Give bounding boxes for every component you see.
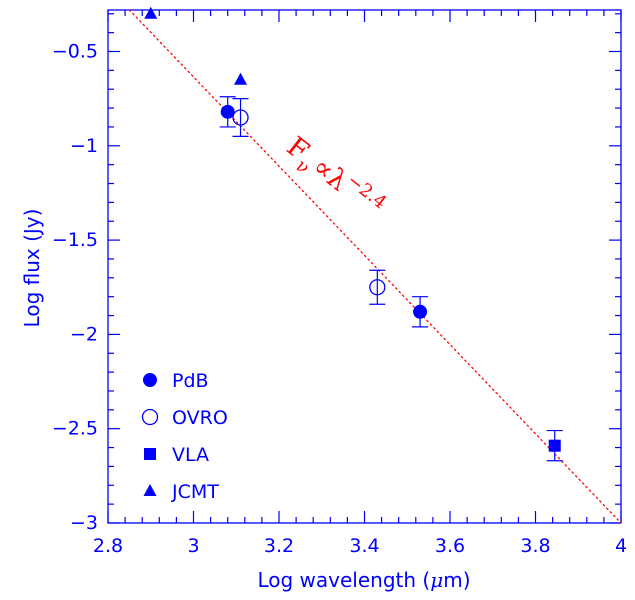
- axis-ticks: 2.8 3 3.2 3.4 3.6 3.8 4 −3 −2.5 −2 −1.5 −1 −0.5: [52, 10, 627, 557]
- data-points: [144, 6, 563, 462]
- legend-label-vla: VLA: [172, 444, 209, 466]
- point-jcmt: [144, 6, 158, 19]
- fit-line: [128, 9, 622, 524]
- legend-label-pdb: PdB: [172, 370, 209, 392]
- fit-annotation-exponent: −2.4: [343, 170, 390, 213]
- y-tick-label: −1: [70, 135, 98, 157]
- x-tick-label: 3: [187, 535, 199, 557]
- svg-text:Fν∝λ−2.4: Fν∝λ−2.4: [277, 128, 390, 229]
- point-vla: [548, 439, 561, 452]
- legend-label-ovro: OVRO: [172, 407, 228, 429]
- x-tick-label: 3.8: [520, 535, 550, 557]
- legend-marker-jcmt: [143, 484, 157, 496]
- legend-marker-pdb: [143, 373, 157, 387]
- point-ovro: [369, 279, 386, 296]
- x-tick-label: 3.4: [349, 535, 379, 557]
- y-tick-label: −1.5: [52, 229, 98, 251]
- fit-line-group: [128, 9, 622, 524]
- fit-annotation: Fν∝λ−2.4: [277, 128, 391, 229]
- x-tick-label: 3.2: [264, 535, 294, 557]
- y-axis-label: Log flux (Jy): [20, 209, 44, 328]
- y-tick-label: −2: [70, 323, 98, 345]
- legend: PdB OVRO VLA JCMT: [141, 370, 228, 503]
- legend-label-jcmt: JCMT: [171, 481, 219, 503]
- x-tick-label: 2.8: [93, 535, 123, 557]
- y-tick-label: −2.5: [52, 418, 98, 440]
- legend-marker-vla: [144, 448, 156, 460]
- x-axis-label: Log wavelength (μm): [257, 568, 470, 592]
- x-axis-label-suffix: m): [443, 568, 470, 592]
- legend-marker-ovro: [141, 408, 159, 426]
- x-tick-label: 3.6: [435, 535, 465, 557]
- point-pdb: [413, 304, 428, 319]
- x-axis-label-prefix: Log wavelength (: [257, 568, 430, 592]
- x-tick-label: 4: [615, 535, 627, 557]
- y-tick-label: −0.5: [52, 40, 98, 62]
- x-axis-label-symbol: μ: [430, 568, 443, 592]
- point-jcmt: [234, 72, 248, 85]
- y-tick-label: −3: [70, 512, 98, 534]
- fit-annotation-proportional: ∝λ: [306, 151, 353, 197]
- point-ovro: [232, 109, 249, 126]
- point-pdb: [220, 104, 235, 119]
